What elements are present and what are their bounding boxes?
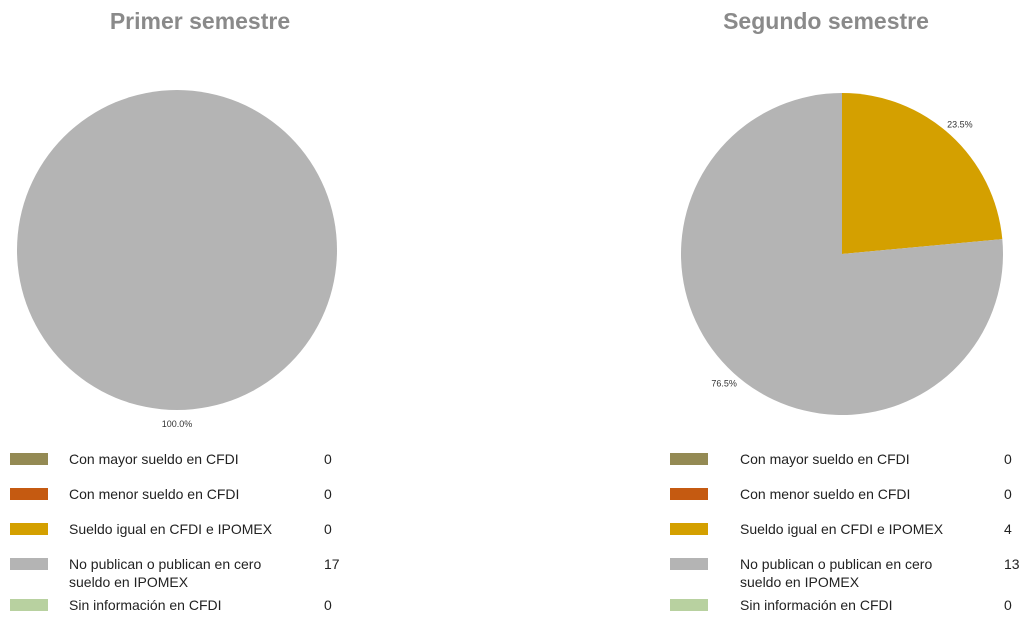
pie-area: 100.0%: [17, 90, 337, 429]
legend-label: Sueldo igual en CFDI e IPOMEX: [740, 521, 944, 537]
legend-item: No publican o publican en cero sueldo en…: [626, 555, 1026, 595]
legend-item: Con menor sueldo en CFDI 0: [0, 485, 400, 525]
slice-percent-label: 76.5%: [711, 378, 737, 388]
legend-value: 0: [324, 521, 332, 537]
pie-slice: [681, 93, 1003, 415]
legend-item: Sin información en CFDI 0: [0, 596, 400, 636]
legend-label: No publican o publican en cero sueldo en…: [740, 556, 933, 590]
legend-item: Con mayor sueldo en CFDI 0: [0, 450, 400, 490]
legend-value: 0: [324, 597, 332, 613]
legend-value: 17: [324, 556, 340, 572]
legend-label: Con menor sueldo en CFDI: [69, 486, 240, 502]
legend-swatch: [670, 599, 708, 611]
legend-swatch: [670, 453, 708, 465]
legend-label: Con mayor sueldo en CFDI: [740, 451, 910, 467]
legend-swatch: [10, 453, 48, 465]
legend-item: Sueldo igual en CFDI e IPOMEX 0: [0, 520, 400, 560]
legend-swatch: [10, 488, 48, 500]
legend-label: No publican o publican en cero sueldo en…: [69, 556, 262, 590]
pie-area: 23.5% 76.5%: [681, 93, 1003, 415]
legend-value: 0: [1004, 486, 1012, 502]
legend-swatch: [10, 523, 48, 535]
legend-value: 0: [1004, 597, 1012, 613]
legend-label: Sin información en CFDI: [740, 597, 893, 613]
legend-swatch: [670, 558, 708, 570]
legend-value: 0: [324, 486, 332, 502]
legend-item: Sueldo igual en CFDI e IPOMEX 4: [626, 520, 1026, 560]
legend-item: No publican o publican en cero sueldo en…: [0, 555, 400, 595]
legend-label: Sueldo igual en CFDI e IPOMEX: [69, 521, 273, 537]
legend-value: 0: [324, 451, 332, 467]
legend-swatch: [670, 488, 708, 500]
slice-percent-label: 100.0%: [162, 419, 193, 429]
legend-item: Con mayor sueldo en CFDI 0: [626, 450, 1026, 490]
chart-title: Primer semestre: [109, 8, 291, 34]
slice-percent-label: 23.5%: [947, 120, 973, 130]
legend-swatch: [10, 558, 48, 570]
pie-chart-segundo-semestre: Segundo semestre 23.5% 76.5% Con mayor su…: [626, 0, 1026, 623]
pie-slice: [842, 93, 1003, 254]
legend-value: 13: [1004, 556, 1020, 572]
legend-swatch: [670, 523, 708, 535]
pie-slice: [17, 90, 337, 410]
legend-value: 0: [1004, 451, 1012, 467]
legend-label: Sin información en CFDI: [69, 597, 222, 613]
legend-item: Con menor sueldo en CFDI 0: [626, 485, 1026, 525]
chart-title: Segundo semestre: [723, 8, 929, 34]
legend-item: Sin información en CFDI 0: [626, 596, 1026, 636]
legend-label: Con menor sueldo en CFDI: [740, 486, 911, 502]
legend-swatch: [10, 599, 48, 611]
pie-chart-primer-semestre: Primer semestre 100.0% Con mayor sueldo …: [0, 0, 400, 623]
legend-value: 4: [1004, 521, 1012, 537]
legend-label: Con mayor sueldo en CFDI: [69, 451, 239, 467]
